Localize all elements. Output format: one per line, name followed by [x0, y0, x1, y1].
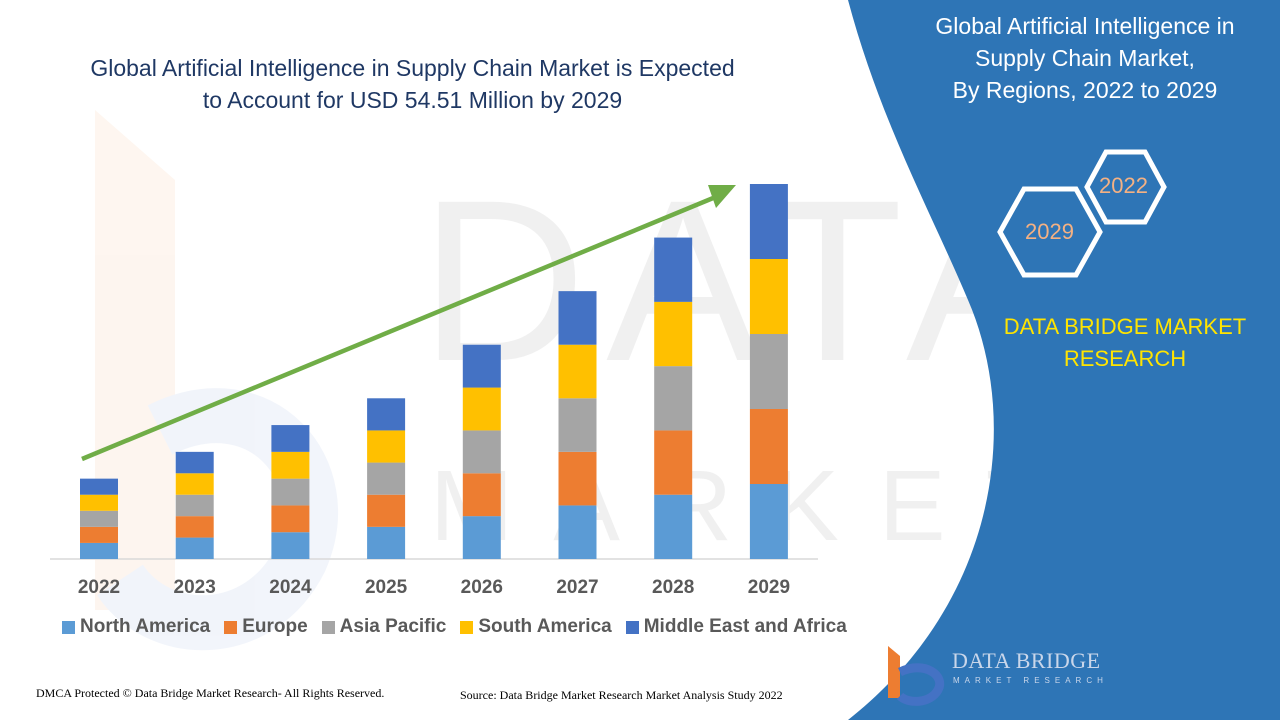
- bar-segment-2023-middle-east-and-africa: [175, 451, 214, 474]
- bar-segment-2022-europe: [80, 526, 118, 543]
- copyright-notice: DMCA Protected © Data Bridge Market Rese…: [36, 686, 385, 700]
- x-tick-label: 2025: [365, 577, 408, 598]
- logo-subtitle: MARKET RESEARCH: [953, 676, 1108, 685]
- bar-segment-2029-south-america: [749, 259, 788, 334]
- bar-segment-2027-north-america: [558, 505, 597, 559]
- bar-segment-2027-middle-east-and-africa: [558, 291, 597, 345]
- x-tick-label: 2029: [748, 577, 790, 598]
- bar-segment-2024-europe: [271, 505, 310, 533]
- bar-segment-2024-middle-east-and-africa: [271, 425, 310, 452]
- legend-label: South America: [478, 616, 612, 637]
- panel-title-line2: Supply Chain Market,: [975, 45, 1195, 71]
- bar-segment-2025-north-america: [367, 526, 406, 559]
- legend-item-north-america: North America: [62, 616, 210, 638]
- bar-segment-2028-middle-east-and-africa: [654, 237, 693, 302]
- legend-item-asia-pacific: Asia Pacific: [321, 616, 447, 638]
- x-tick-label: 2026: [461, 577, 503, 598]
- bar-segment-2022-middle-east-and-africa: [80, 478, 118, 495]
- legend-label: Asia Pacific: [339, 616, 447, 637]
- legend-label: Europe: [242, 616, 308, 637]
- hexagon-2029-label: 2029: [1025, 219, 1074, 244]
- x-tick-label: 2027: [556, 577, 598, 598]
- x-tick-label: 2024: [269, 577, 312, 598]
- bar-segment-2028-europe: [654, 430, 693, 495]
- logo-name: DATA BRIDGE: [952, 648, 1101, 673]
- hexagon-2022-label: 2022: [1099, 173, 1148, 198]
- bar-segment-2025-middle-east-and-africa: [367, 398, 406, 431]
- bar-segment-2024-south-america: [271, 451, 310, 479]
- source-note: Source: Data Bridge Market Research Mark…: [460, 688, 783, 702]
- chart-legend: North America Europe Asia Pacific South Ame…: [62, 616, 847, 638]
- legend-item-europe: Europe: [224, 616, 308, 638]
- legend-item-middle-east-and-africa: Middle East and Africa: [625, 616, 847, 638]
- bar-segment-2026-south-america: [462, 387, 501, 431]
- bar-segment-2029-north-america: [749, 484, 788, 559]
- panel-title: Global Artificial Intelligence in Supply…: [900, 10, 1270, 106]
- legend-swatch: [625, 620, 639, 634]
- bar-segment-2029-middle-east-and-africa: [749, 184, 788, 259]
- bar-segment-2029-europe: [749, 409, 788, 484]
- bar-segment-2026-north-america: [462, 516, 501, 559]
- bar-segment-2025-asia-pacific: [367, 462, 406, 495]
- bar-segment-2026-asia-pacific: [462, 430, 501, 474]
- bar-segment-2029-asia-pacific: [749, 334, 788, 409]
- bar-segment-2025-europe: [367, 494, 406, 527]
- bar-segment-2025-south-america: [367, 430, 406, 463]
- brand-text: DATA BRIDGE MARKET RESEARCH: [985, 311, 1265, 375]
- panel-title-line1: Global Artificial Intelligence in: [935, 13, 1235, 39]
- legend-swatch: [460, 620, 474, 634]
- chart-title-line2: to Account for USD 54.51 Million by 2029: [202, 87, 623, 113]
- x-tick-label: 2023: [174, 577, 216, 598]
- bar-segment-2022-south-america: [80, 494, 118, 511]
- bar-segment-2026-middle-east-and-africa: [462, 344, 501, 388]
- right-panel: [848, 0, 1280, 720]
- bar-segment-2023-north-america: [175, 537, 214, 559]
- bar-segment-2027-asia-pacific: [558, 398, 597, 452]
- trend-arrow-head-icon: [708, 185, 736, 208]
- bar-segment-2026-europe: [462, 473, 501, 517]
- hexagon-2022-icon: [1084, 149, 1167, 225]
- legend-label: North America: [80, 616, 211, 637]
- bar-segment-2023-europe: [175, 516, 214, 538]
- hexagon-2029-icon: [997, 186, 1103, 278]
- chart-title-line1: Global Artificial Intelligence in Supply…: [90, 55, 735, 81]
- x-tick-label: 2022: [78, 577, 120, 598]
- bar-segment-2023-asia-pacific: [175, 494, 214, 517]
- legend-label: Middle East and Africa: [643, 616, 847, 637]
- bar-segment-2028-asia-pacific: [654, 366, 693, 431]
- legend-swatch: [62, 620, 75, 634]
- legend-item-south-america: South America: [460, 616, 612, 638]
- bar-segment-2027-europe: [558, 451, 597, 506]
- brand-line2: RESEARCH: [1063, 346, 1187, 371]
- data-bridge-logo: [888, 646, 945, 706]
- bar-segment-2028-south-america: [654, 301, 693, 367]
- x-tick-label: 2028: [652, 577, 694, 598]
- bar-segment-2024-north-america: [271, 532, 310, 559]
- legend-swatch: [321, 620, 335, 634]
- brand-line1: DATA BRIDGE MARKET: [1003, 314, 1247, 339]
- bar-segment-2028-north-america: [654, 494, 693, 559]
- bar-segment-2027-south-america: [558, 344, 597, 399]
- trend-arrow-line: [81, 193, 719, 462]
- bar-segment-2023-south-america: [175, 473, 214, 495]
- chart-title: Global Artificial Intelligence in Supply…: [40, 52, 785, 116]
- bar-segment-2022-asia-pacific: [80, 510, 118, 527]
- legend-swatch: [224, 620, 238, 634]
- bar-segment-2024-asia-pacific: [271, 478, 310, 506]
- stacked-bar-chart: 2022 2023 2024 2025 2026 2027 2028 2029: [50, 184, 818, 598]
- panel-title-line3: By Regions, 2022 to 2029: [952, 77, 1218, 103]
- bar-segment-2022-north-america: [80, 542, 118, 559]
